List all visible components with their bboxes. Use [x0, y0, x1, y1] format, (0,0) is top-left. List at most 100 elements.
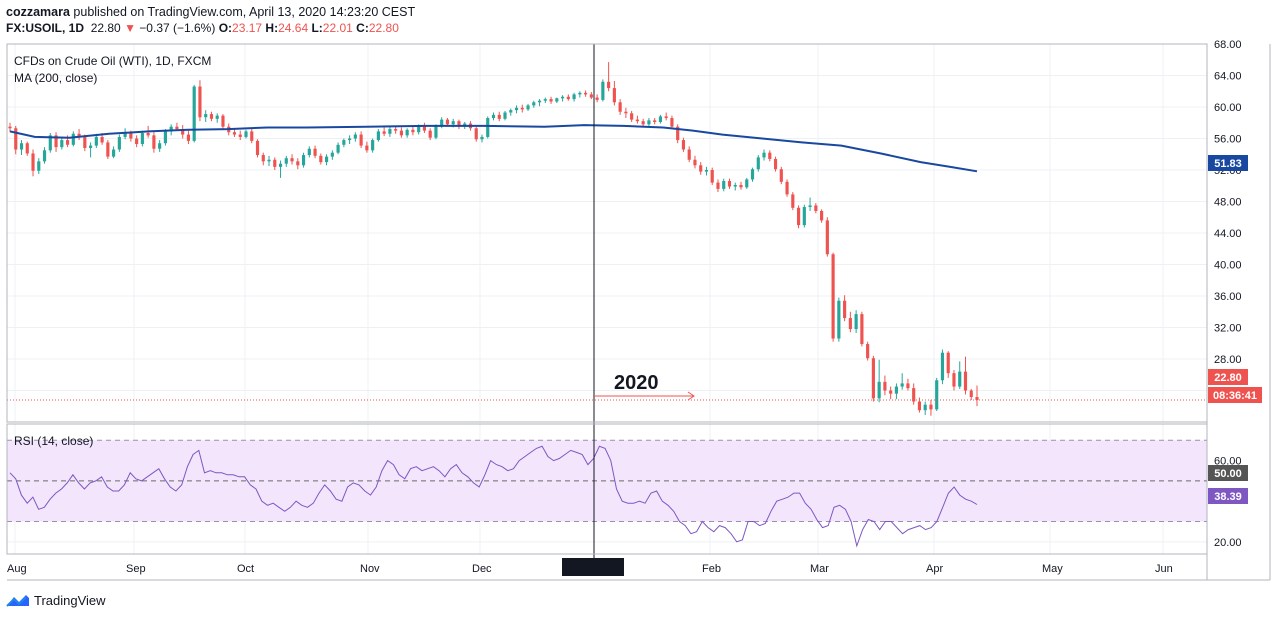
candle-body [382, 131, 386, 134]
candle-body [19, 143, 24, 150]
candle-body [273, 159, 277, 167]
candle-body [929, 404, 933, 410]
candle-body [773, 158, 778, 170]
candle-body [710, 170, 714, 183]
candle-body [883, 381, 887, 391]
candle-body [526, 105, 530, 110]
candle-body [129, 132, 133, 139]
candle-body [837, 300, 841, 339]
candle-body [474, 128, 478, 140]
candle-body [342, 140, 346, 145]
candle-body [250, 131, 254, 141]
candle-body [676, 126, 680, 141]
candle-body [215, 115, 219, 119]
year-annotation: 2020 [594, 372, 695, 401]
author-name[interactable]: cozzamara [6, 5, 70, 19]
candle-body [952, 373, 956, 387]
last-price: 22.80 [90, 21, 121, 35]
symbol-label: FX:USOIL, 1D [6, 21, 85, 35]
candle-body [584, 92, 588, 95]
candle-body [428, 130, 432, 138]
candle-body [906, 383, 910, 389]
ma-legend[interactable]: MA (200, close) [14, 71, 97, 85]
candle-body [589, 94, 593, 98]
candle-body [969, 390, 973, 398]
rsi-tick-label: 60.00 [1214, 456, 1242, 468]
grid-lines [7, 43, 1207, 554]
price-tick-label: 28.00 [1214, 354, 1242, 366]
candle-body [348, 138, 352, 141]
candle-body [739, 184, 743, 188]
candle-body [135, 138, 139, 145]
candle-body [578, 92, 582, 95]
candle-body [802, 207, 806, 226]
candle-body [514, 107, 519, 111]
candle-body [785, 181, 789, 195]
candle-body [411, 129, 415, 133]
candle-body [152, 135, 156, 149]
candle-body [566, 96, 570, 100]
candles-layer [8, 62, 979, 416]
chart-title: CFDs on Crude Oil (WTI), 1D, FXCM [14, 54, 211, 68]
time-tick-label: Apr [926, 563, 943, 575]
low-label: L: [311, 21, 323, 35]
candle-body [14, 128, 18, 150]
candle-body [635, 119, 639, 122]
candle-body [417, 125, 421, 133]
candle-body [371, 140, 375, 151]
candle-body [963, 371, 968, 391]
candle-body [860, 314, 864, 345]
candle-body [422, 125, 427, 131]
time-tick-label: Sep [126, 563, 146, 575]
candle-body [163, 131, 167, 144]
time-tick-label: Nov [360, 563, 380, 575]
candle-body [854, 314, 858, 330]
candle-body [543, 99, 547, 101]
candle-body [796, 207, 801, 226]
candle-body [232, 132, 237, 135]
open-value: 23.17 [232, 21, 263, 35]
candle-body [935, 380, 939, 410]
footer: TradingView [6, 590, 106, 610]
rsi-line [9, 445, 978, 548]
candle-body [186, 134, 191, 141]
candle-body [261, 155, 265, 162]
candle-body [365, 145, 369, 151]
candle-body [820, 210, 824, 221]
candle-body [296, 161, 300, 166]
candle-body [31, 153, 35, 171]
candle-body [48, 135, 52, 151]
candle-body [457, 121, 461, 127]
candle-body [716, 182, 720, 189]
rsi-axis[interactable]: 60.00 20.00 [1214, 456, 1242, 549]
candle-body [267, 159, 271, 162]
candle-body [290, 158, 294, 162]
candle-body [83, 136, 87, 148]
candle-body [238, 134, 242, 137]
candle-body [376, 131, 380, 141]
candle-body [394, 129, 398, 131]
candle-body [117, 136, 121, 150]
close-label: C: [356, 21, 369, 35]
candle-body [123, 132, 127, 137]
ma-line [9, 124, 978, 173]
candle-body [169, 126, 173, 132]
down-arrow-icon: ▼ [124, 21, 136, 35]
candle-body [595, 97, 599, 100]
candle-body [877, 381, 881, 399]
price-axis[interactable]: 68.0064.0060.0056.0052.0048.0044.0040.00… [1214, 39, 1242, 398]
candle-body [278, 163, 283, 167]
candle-body [607, 81, 611, 89]
price-tick-label: 40.00 [1214, 260, 1242, 272]
candle-body [808, 205, 812, 208]
rsi-legend[interactable]: RSI (14, close) [14, 434, 93, 448]
candle-body [664, 116, 668, 119]
axis-badges: 51.83 22.80 08:36:41 50.00 38.39 [562, 155, 1262, 576]
candle-body [221, 115, 225, 127]
candle-body [958, 371, 962, 387]
candle-body [445, 119, 450, 125]
candle-body [618, 102, 622, 112]
rsi-band-lines [7, 439, 1207, 522]
countdown-badge-bg [1208, 387, 1262, 403]
